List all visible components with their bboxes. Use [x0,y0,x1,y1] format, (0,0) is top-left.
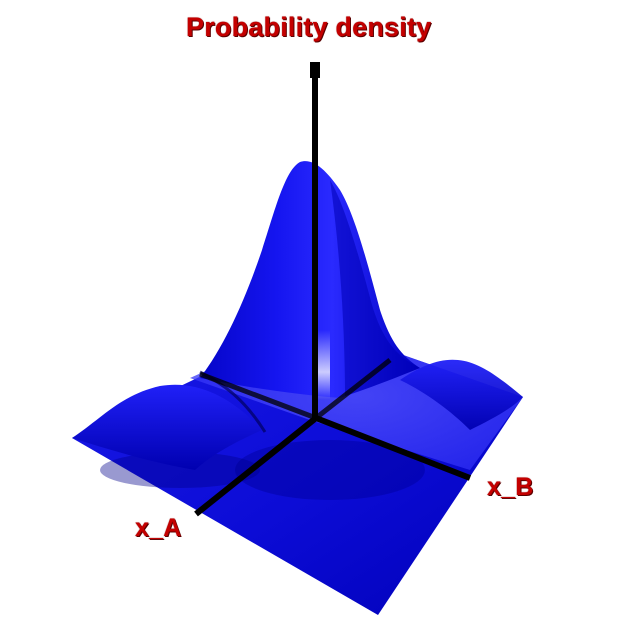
surface-valley [100,452,260,488]
surface-hump-left [72,384,262,470]
surface-valley [235,440,425,500]
surface-highlight [318,330,330,400]
axis-z-tip [310,62,320,78]
axis-x-b [314,415,472,481]
surface-hump-right [400,359,523,430]
x-b-axis-label: x_B [487,473,534,501]
surface-peak-shade [330,180,420,396]
axis-x-a-back [199,371,317,421]
axis-x-b-back [314,358,392,420]
z-axis-label: Probability density [186,12,432,42]
x-a-axis-label: x_A [135,514,182,542]
axis-x-a [194,415,318,517]
